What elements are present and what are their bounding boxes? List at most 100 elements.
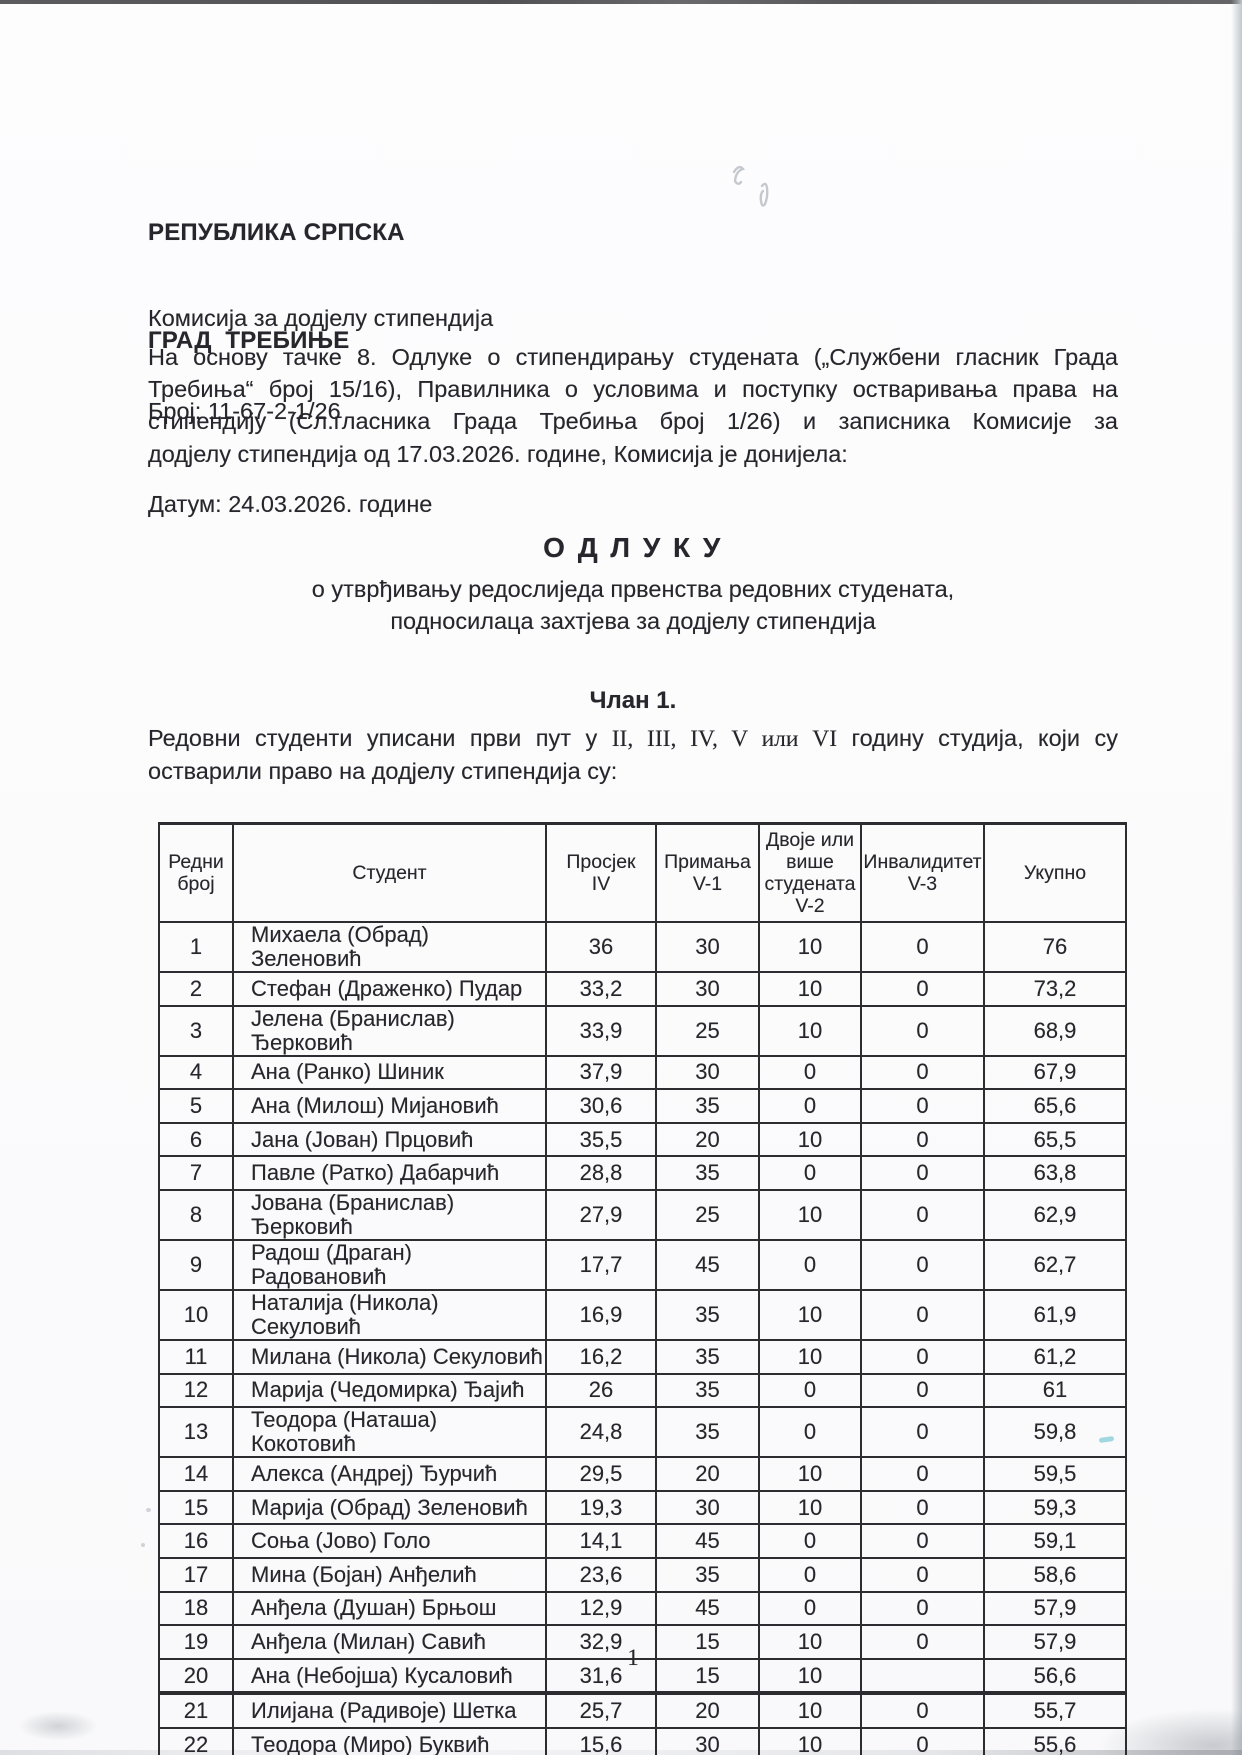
cell-prosjek: 32,9 [545,1624,657,1660]
column-header-student: Студент [232,822,547,923]
cell-name: Ана (Небојша) Кусаловић [232,1657,547,1695]
header-row: Редни број Студент Просјек IV Примања V-… [158,822,1127,923]
cell-name: Алекса (Андреј) Ђурчић [232,1456,547,1492]
cell-name: Соња (Јово) Голо [232,1523,547,1559]
cell-v2: 10 [758,1188,862,1241]
cell-v1: 30 [655,1054,760,1091]
cell-v2: 10 [758,1338,862,1375]
table-row: 12 Марија (Чедомирка) Ђајић 26 35 0 0 61 [158,1372,1127,1409]
cell-prosjek: 24,8 [545,1406,657,1459]
cell-prosjek: 26 [545,1372,657,1409]
cell-name: Јана (Јован) Прцовић [232,1121,547,1158]
table-row: 21 Илијана (Радивоје) Шетка 25,7 20 10 0 55,7 [158,1691,1127,1729]
decision-subtitle-line1: о утврђивању редослиједа првенства редов… [311,576,955,602]
cell-no: 11 [158,1338,234,1375]
cell-v3: 0 [860,1523,985,1559]
cell-ukupno: 76 [983,921,1127,973]
preamble-line: На основу тачке 8. Одлуке о стипендирању… [148,344,1118,370]
cell-prosjek: 30,6 [545,1088,657,1124]
article-heading: Члан 1. [589,687,677,714]
cell-ukupno: 58,6 [983,1556,1127,1593]
cell-ukupno: 63,8 [983,1155,1127,1191]
cell-name: Ана (Ранко) Шиник [232,1054,547,1091]
table-row: 9 Радош (Драган) Радовановић 17,7 45 0 0 62,7 [158,1238,1127,1291]
cell-v2: 0 [758,1054,862,1091]
cell-name: Јелена (Бранислав) Ђерковић [232,1004,547,1057]
preamble-line: додјелу стипендија од 17.03.2026. године… [148,440,848,467]
table-row: 1 Михаела (Обрад) Зеленовић 36 30 10 0 76 [158,921,1127,973]
cell-ukupno: 65,5 [983,1121,1127,1158]
cell-name: Теодора (Миро) Буквић [232,1726,547,1755]
cell-v2: 10 [758,1726,862,1755]
article-intro-line1: Редовни студенти уписани први пут у II, … [148,722,1118,755]
cell-v1: 45 [655,1238,760,1291]
cell-name: Мина (Бојан) Анђелић [232,1556,547,1593]
cell-name: Наталија (Никола) Секуловић [232,1288,547,1341]
column-header-ukupno: Укупно [983,822,1127,923]
cell-v1: 35 [655,1155,760,1191]
cell-prosjek: 35,5 [545,1121,657,1158]
cell-prosjek: 25,7 [545,1691,657,1729]
cell-v3 [860,1657,985,1695]
cell-v3: 0 [860,1456,985,1492]
cell-prosjek: 15,6 [545,1726,657,1755]
article-intro: Редовни студенти уписани први пут у II, … [148,722,1118,787]
cell-v3: 0 [860,1088,985,1124]
cell-no: 7 [158,1155,234,1191]
scan-speck [141,1543,145,1547]
letterhead: РЕПУБЛИКА СРПСКА ГРАД ТРЕБИЊЕ [148,143,405,431]
cell-no: 4 [158,1054,234,1091]
cell-prosjek: 28,8 [545,1155,657,1191]
cell-prosjek: 12,9 [545,1590,657,1627]
document-number: Број: 11-67-2-1/26 [148,398,341,424]
cell-v2: 0 [758,1556,862,1593]
cell-v2: 0 [758,1590,862,1627]
column-header-primanja: Примања V-1 [655,822,760,923]
table-row: 13 Теодора (Наташа) Кокотовић 24,8 35 0 0 59,8 [158,1406,1127,1459]
cell-no: 22 [158,1726,234,1755]
cell-prosjek: 33,2 [545,971,657,1007]
letterhead-city: ГРАД ТРЕБИЊЕ [148,327,350,354]
cell-v3: 0 [860,971,985,1007]
intro-text: Редовни студенти уписани први пут у [148,725,612,751]
cell-v1: 35 [655,1406,760,1459]
table-row: 10 Наталија (Никола) Секуловић 16,9 35 10 0 61… [158,1288,1127,1341]
table-row: 22 Теодора (Миро) Буквић 15,6 30 10 0 55,6 [158,1726,1127,1755]
cell-v1: 30 [655,971,760,1007]
cell-v1: 35 [655,1088,760,1124]
cell-name: Анђела (Душан) Брњош [232,1590,547,1627]
table-row: 14 Алекса (Андреј) Ђурчић 29,5 20 10 0 59,5 [158,1456,1127,1492]
cell-ukupno: 59,8 [983,1406,1127,1459]
cell-v2: 0 [758,1238,862,1291]
cell-v2: 0 [758,1523,862,1559]
table-row: 4 Ана (Ранко) Шиник 37,9 30 0 0 67,9 [158,1054,1127,1091]
cell-no: 5 [158,1088,234,1124]
table-row: 3 Јелена (Бранислав) Ђерковић 33,9 25 10 0 68,… [158,1004,1127,1057]
cell-v1: 35 [655,1338,760,1375]
cell-v3: 0 [860,1590,985,1627]
cell-v1: 35 [655,1288,760,1341]
table-row: 6 Јана (Јован) Прцовић 35,5 20 10 0 65,5 [158,1121,1127,1158]
preamble-paragraph: На основу тачке 8. Одлуке о стипендирању… [148,341,1118,470]
cell-v1: 45 [655,1523,760,1559]
decision-title-block: О Д Л У К У о утврђивању редослиједа прв… [148,531,1118,637]
cell-v2: 0 [758,1406,862,1459]
cell-v2: 10 [758,921,862,973]
table-row: 15 Марија (Обрад) Зеленовић 19,3 30 10 0 59,3 [158,1489,1127,1526]
cell-v2: 10 [758,1288,862,1341]
letterhead-republic: РЕПУБЛИКА СРПСКА [148,219,405,246]
cell-ukupno: 56,6 [983,1657,1127,1695]
cell-prosjek: 17,7 [545,1238,657,1291]
preamble-line: стипендију (Сл.гласника Града Требиња бр… [148,408,1118,435]
table-row: 8 Јована (Бранислав) Ђерковић 27,9 25 10 0 62,… [158,1188,1127,1241]
cell-v3: 0 [860,1121,985,1158]
document-date: Датум: 24.03.2026. године [148,491,433,517]
students-table-head: Редни број Студент Просјек IV Примања V-… [158,822,1127,923]
scan-edge-right [1231,0,1242,1755]
cell-name: Михаела (Обрад) Зеленовић [232,921,547,973]
cell-no: 18 [158,1590,234,1627]
cell-ukupno: 59,3 [983,1489,1127,1526]
cell-v3: 0 [860,1004,985,1057]
cell-v2: 10 [758,1489,862,1526]
